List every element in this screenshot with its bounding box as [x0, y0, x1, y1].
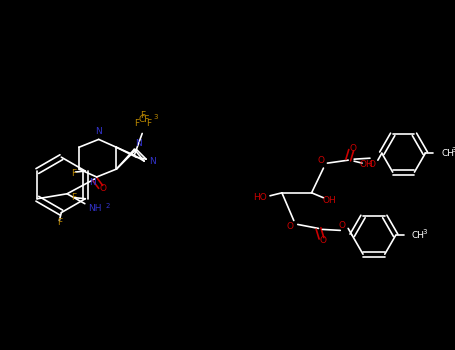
Text: O: O	[369, 160, 375, 169]
Text: CH: CH	[411, 231, 425, 240]
Text: CF: CF	[138, 115, 150, 124]
Text: F: F	[134, 119, 139, 128]
Text: O: O	[320, 236, 327, 245]
Text: N: N	[135, 139, 142, 148]
Text: O: O	[99, 184, 106, 193]
Text: F: F	[57, 218, 62, 227]
Text: N: N	[95, 127, 102, 136]
Text: N: N	[149, 157, 156, 166]
Text: F: F	[146, 119, 151, 128]
Text: 2: 2	[106, 203, 110, 209]
Text: N: N	[89, 178, 96, 187]
Text: OH: OH	[323, 196, 336, 205]
Text: F: F	[71, 168, 76, 177]
Text: CH: CH	[441, 149, 454, 158]
Text: O: O	[286, 222, 293, 231]
Text: 3: 3	[452, 147, 455, 153]
Text: F: F	[140, 111, 145, 120]
Text: NH: NH	[88, 204, 101, 213]
Text: F: F	[71, 193, 76, 202]
Text: O: O	[339, 221, 346, 230]
Text: O: O	[349, 144, 357, 153]
Text: HO: HO	[253, 193, 267, 202]
Text: 3: 3	[154, 114, 158, 120]
Text: 3: 3	[422, 229, 427, 235]
Text: O: O	[318, 156, 325, 164]
Text: OH: OH	[359, 160, 373, 169]
